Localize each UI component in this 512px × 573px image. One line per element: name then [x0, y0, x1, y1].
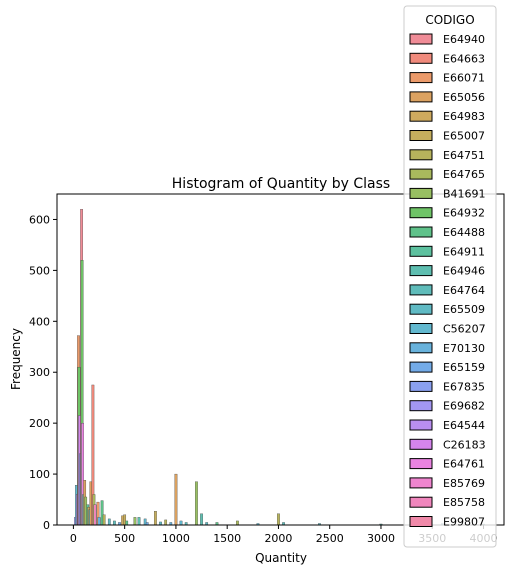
legend-label-C56207: C56207: [443, 323, 486, 336]
legend: CODIGO E64940 E64663 E66071 E65056 E64983 E65…: [403, 5, 497, 548]
legend-swatch-E64751: [409, 149, 433, 161]
legend-label-E67835: E67835: [443, 380, 485, 393]
legend-label-E64983: E64983: [443, 110, 485, 123]
histogram-bar-31: [137, 517, 141, 526]
legend-label-E65509: E65509: [443, 303, 485, 316]
histogram-bar-42: [200, 513, 203, 526]
legend-swatch-E85769: [409, 477, 433, 489]
legend-label-E64751: E64751: [443, 149, 485, 162]
histogram-bar-30: [133, 517, 137, 526]
legend-swatch-E64946: [409, 265, 433, 277]
y-axis-label: Frequency: [9, 328, 23, 390]
legend-swatch-C26183: [409, 438, 433, 450]
histogram-bar-29: [125, 520, 129, 526]
legend-label-E64764: E64764: [443, 284, 485, 297]
legend-label-E64932: E64932: [443, 207, 485, 220]
x-tick-label: 500: [114, 532, 135, 545]
x-tick-label: 0: [70, 532, 77, 545]
legend-swatch-E67835: [409, 380, 433, 392]
legend-label-E64765: E64765: [443, 168, 485, 181]
x-tick-label: 3000: [367, 532, 395, 545]
histogram-bar-21: [97, 517, 101, 526]
x-tick-label: 1500: [213, 532, 241, 545]
legend-label-E65159: E65159: [443, 361, 485, 374]
y-tick-label: 100: [29, 468, 50, 481]
legend-swatch-E65007: [409, 130, 433, 141]
y-axis-ticks: 0 100 200 300 400 500 600: [29, 213, 57, 532]
legend-label-E85758: E85758: [443, 496, 485, 509]
legend-swatch-E64983: [409, 110, 433, 122]
x-axis-label: Quantity: [255, 551, 307, 565]
histogram-bar-36: [164, 519, 168, 526]
x-tick-label: 2000: [264, 532, 292, 545]
y-tick-label: 0: [43, 519, 50, 532]
legend-label-E69682: E69682: [443, 400, 485, 413]
y-tick-label: 500: [29, 264, 50, 277]
legend-swatch-E64911: [409, 245, 433, 257]
legend-frame: [403, 5, 497, 548]
legend-swatch-E99807: [409, 516, 433, 527]
legend-label-E64488: E64488: [443, 226, 485, 239]
chart-title: Histogram of Quantity by Class: [172, 176, 390, 192]
legend-swatch-C56207: [409, 323, 433, 334]
legend-swatch-E85758: [409, 496, 433, 508]
legend-label-E64940: E64940: [443, 33, 485, 46]
histogram-bar-34: [154, 511, 157, 526]
legend-label-E65007: E65007: [443, 130, 485, 143]
legend-label-E64761: E64761: [443, 458, 485, 471]
legend-label-C26183: C26183: [443, 438, 486, 451]
legend-label-E99807: E99807: [443, 516, 485, 529]
y-tick-label: 200: [29, 417, 50, 430]
y-tick-label: 400: [29, 315, 50, 328]
legend-label-E64544: E64544: [443, 419, 485, 432]
legend-swatch-E64765: [409, 168, 433, 180]
histogram-bar-39: [179, 520, 183, 526]
histogram-bar-24: [107, 518, 111, 526]
histogram-bar-45: [236, 520, 239, 526]
legend-swatch-E66071: [409, 72, 433, 84]
histogram-bar-25: [113, 520, 116, 526]
legend-label-E64911: E64911: [443, 245, 485, 258]
legend-swatch-E64488: [409, 226, 433, 238]
plot-frame: [56, 193, 505, 526]
legend-label-E65056: E65056: [443, 91, 485, 104]
legend-label-E64663: E64663: [443, 52, 485, 65]
legend-swatch-E64544: [409, 419, 433, 431]
legend-swatch-E69682: [409, 400, 433, 412]
histogram-bar-47: [277, 513, 280, 526]
legend-title: CODIGO: [425, 13, 474, 27]
y-tick-label: 600: [29, 213, 50, 226]
legend-swatch-E64761: [409, 458, 433, 470]
legend-swatch-E64940: [409, 33, 433, 45]
legend-swatch-B41691: [409, 187, 433, 199]
x-tick-label: 2500: [316, 532, 344, 545]
legend-swatch-E70130: [409, 342, 433, 354]
legend-label-E85769: E85769: [443, 477, 485, 490]
legend-label-E64946: E64946: [443, 265, 485, 278]
legend-swatch-E64932: [409, 207, 433, 219]
legend-label-E66071: E66071: [443, 72, 485, 85]
histogram-bar-38: [174, 473, 178, 526]
legend-label-E70130: E70130: [443, 342, 485, 355]
legend-swatch-E65159: [409, 361, 433, 373]
histogram-bar-23: [102, 514, 106, 526]
legend-label-B41691: B41691: [443, 187, 486, 200]
legend-swatch-E65509: [409, 303, 433, 315]
legend-swatch-E64663: [409, 52, 433, 64]
x-tick-label: 1000: [162, 532, 190, 545]
histogram-bar-19: [93, 504, 97, 526]
legend-entries: E64940 E64663 E66071 E65056 E64983 E65007 E647…: [409, 33, 486, 529]
y-tick-label: 300: [29, 366, 50, 379]
legend-swatch-E64764: [409, 284, 433, 296]
legend-swatch-E65056: [409, 91, 433, 103]
histogram-bar-41: [195, 481, 198, 526]
